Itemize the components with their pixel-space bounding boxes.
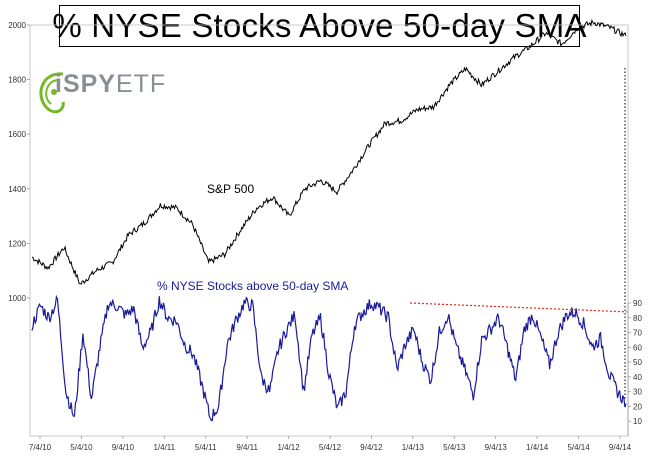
x-tick-label: 1/4/11 bbox=[153, 443, 175, 452]
resistance-trendline bbox=[409, 302, 628, 313]
nyse-y-tick-label: 80 bbox=[633, 314, 642, 323]
nyse-y-tick-label: 50 bbox=[633, 358, 642, 367]
nyse-series-label: % NYSE Stocks above 50-day SMA bbox=[157, 279, 348, 293]
plot-frame bbox=[29, 24, 629, 437]
spx-y-tick-label: 1200 bbox=[8, 239, 26, 248]
x-tick-label: 9/4/13 bbox=[485, 443, 508, 452]
logo-suffix: ETF bbox=[115, 70, 167, 98]
spx-y-tick-label: 2000 bbox=[8, 21, 26, 30]
chart-title-box: % NYSE Stocks Above 50-day SMA bbox=[52, 5, 586, 47]
nyse-y-tick-label: 40 bbox=[633, 373, 642, 382]
spx-y-tick-label: 1800 bbox=[8, 76, 26, 85]
x-tick-label: 5/4/13 bbox=[443, 443, 466, 452]
x-tick-label: 9/4/14 bbox=[609, 443, 632, 452]
x-tick-label: 5/4/14 bbox=[567, 443, 590, 452]
spx-y-tick-label: 1000 bbox=[8, 294, 26, 303]
x-tick-label: 9/4/12 bbox=[360, 443, 383, 452]
nyse-y-tick-label: 70 bbox=[633, 329, 642, 338]
x-tick-label: 9/4/11 bbox=[236, 443, 258, 452]
x-tick-label: 1/4/13 bbox=[402, 443, 425, 452]
x-tick-label: 1/4/12 bbox=[277, 443, 300, 452]
nyse-y-tick-label: 10 bbox=[633, 417, 642, 426]
x-tick-label: 5/4/10 bbox=[70, 443, 93, 452]
nyse-y-tick-label: 30 bbox=[633, 388, 642, 397]
nyse-series-line bbox=[31, 294, 627, 422]
logo-wordmark: iSPYETF bbox=[55, 70, 166, 99]
ispyetf-logo: iSPYETF bbox=[33, 64, 173, 118]
x-tick-label: 5/4/11 bbox=[195, 443, 217, 452]
x-tick-label: 1/4/14 bbox=[526, 443, 549, 452]
nyse-y-tick-label: 60 bbox=[633, 343, 642, 352]
nyse-y-tick-label: 20 bbox=[633, 402, 642, 411]
spx-series-label: S&P 500 bbox=[207, 182, 254, 196]
spx-series-line bbox=[31, 19, 627, 285]
spx-y-tick-label: 1600 bbox=[8, 130, 26, 139]
chart-title: % NYSE Stocks Above 50-day SMA bbox=[52, 7, 587, 44]
spx-y-tick-label: 1400 bbox=[8, 185, 26, 194]
x-tick-label: 9/4/10 bbox=[112, 443, 135, 452]
logo-swirl-icon bbox=[39, 72, 65, 114]
nyse-y-tick-label: 90 bbox=[633, 299, 642, 308]
logo-main: iSPY bbox=[55, 70, 116, 98]
x-tick-label: 5/4/12 bbox=[319, 443, 342, 452]
x-tick-label: 7/4/10 bbox=[29, 443, 52, 452]
